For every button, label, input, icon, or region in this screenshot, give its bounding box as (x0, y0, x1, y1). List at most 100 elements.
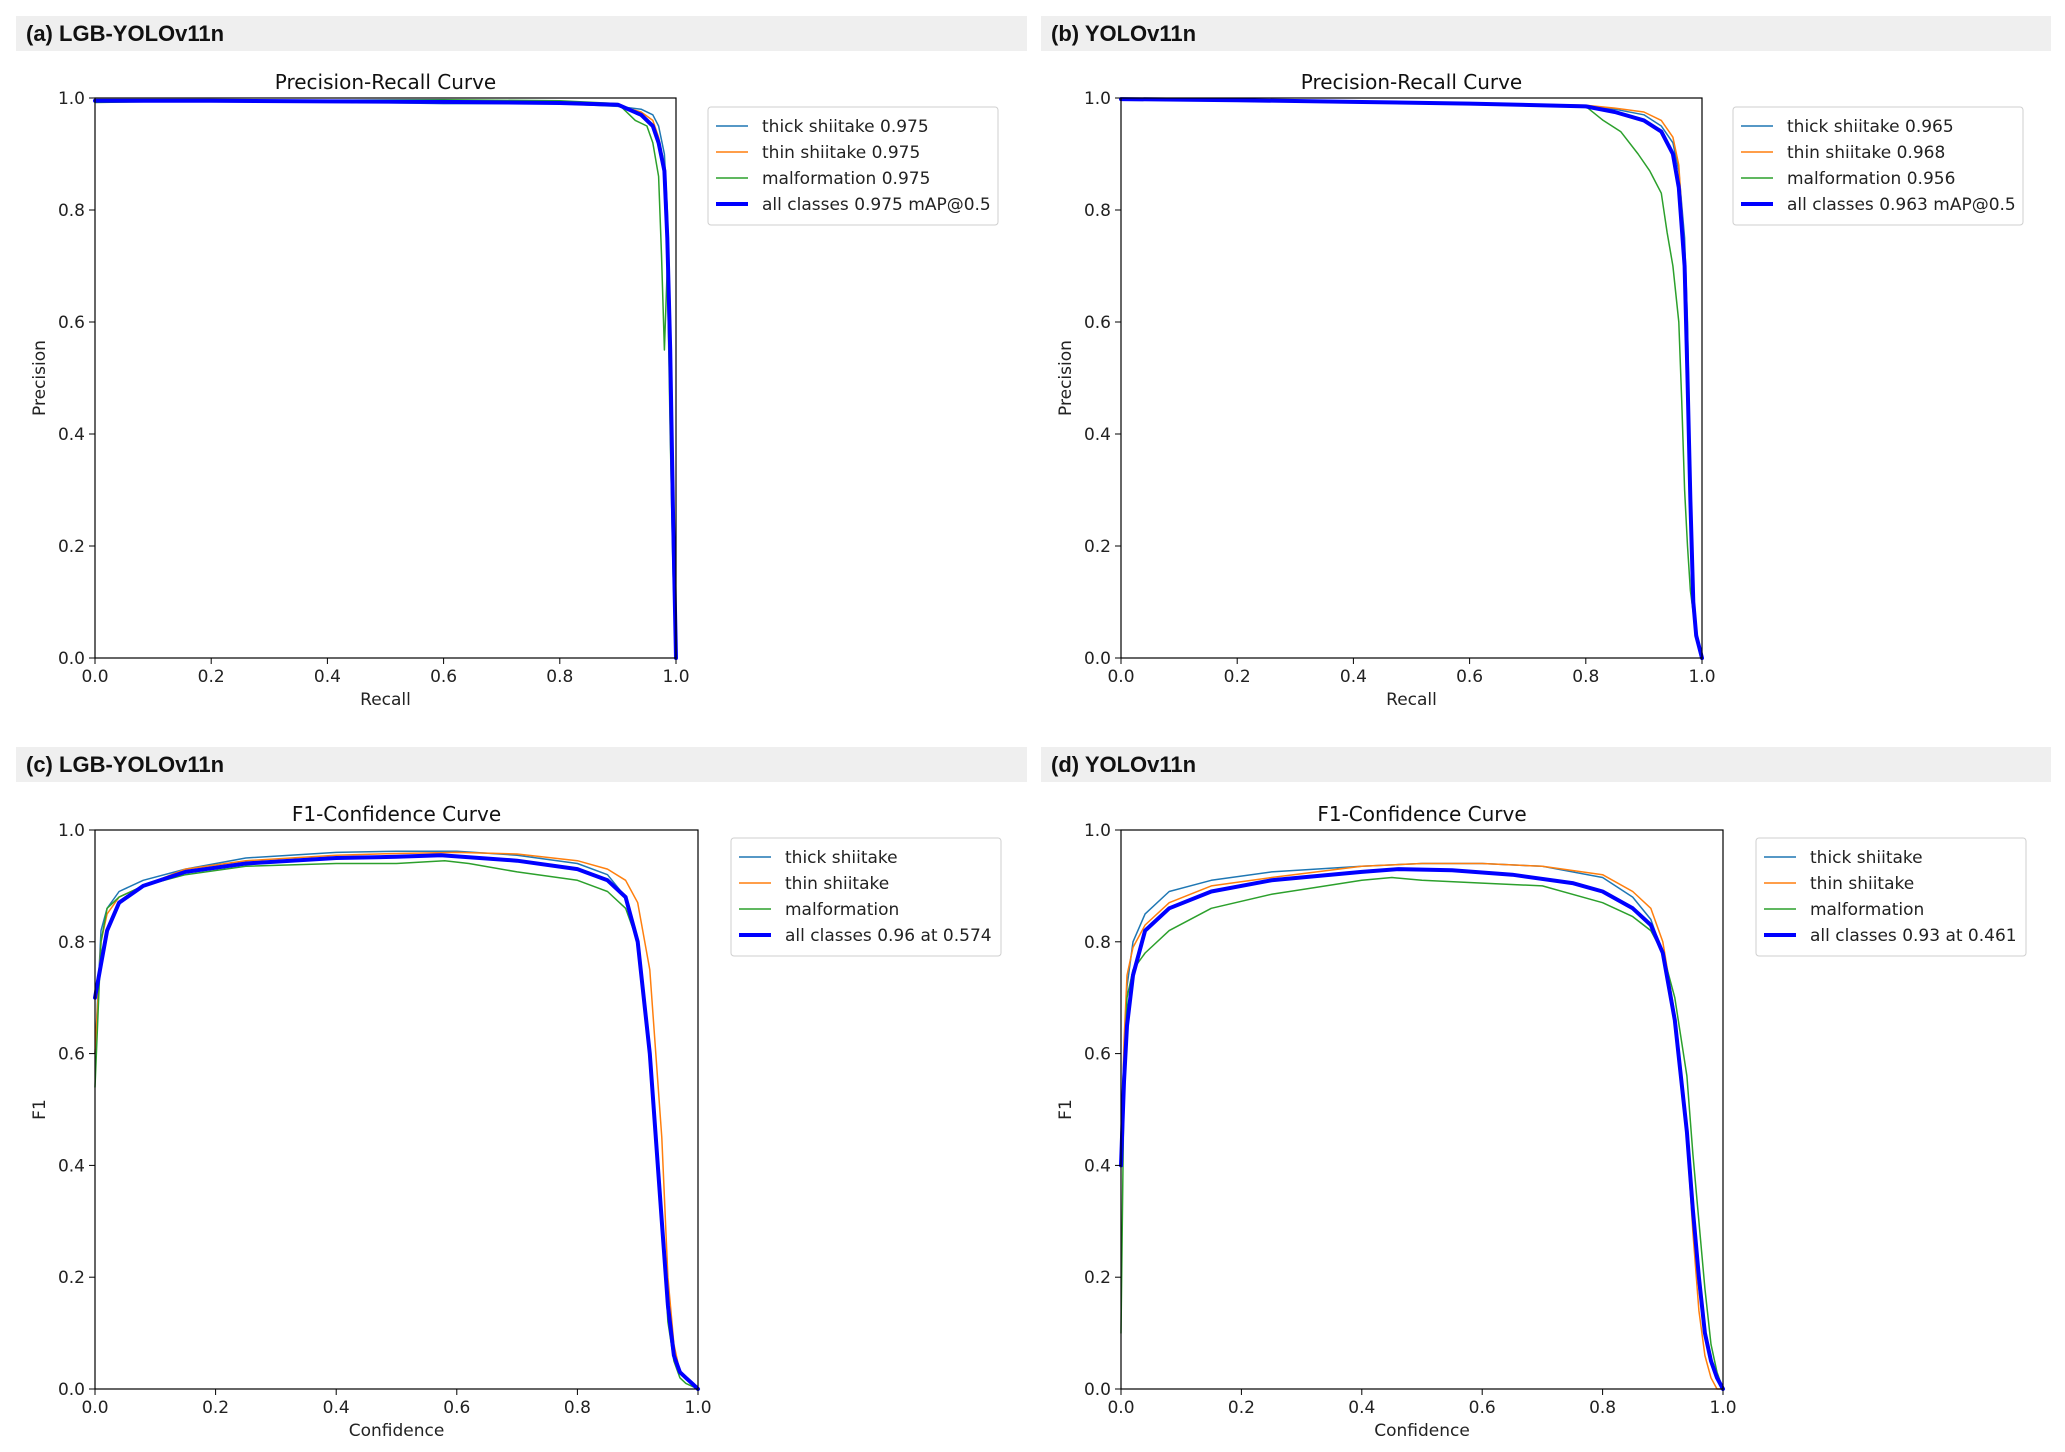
plot-frame (1120, 829, 1724, 1390)
chart-title: F1-Confidence Curve (292, 802, 501, 826)
panel-header-a: (a) LGB-YOLOv11n (16, 16, 1027, 51)
y-tick-label: 0.2 (58, 1268, 85, 1288)
chart-title: Precision-Recall Curve (1301, 70, 1522, 94)
series-line-3 (1119, 867, 1725, 1391)
y-tick-label: 0.4 (1084, 425, 1111, 445)
series-line-2 (1120, 98, 1703, 659)
x-tick-label: 1.0 (1688, 667, 1715, 687)
series-line-2 (94, 859, 699, 1390)
x-tick-label: 0.6 (1469, 1398, 1496, 1418)
x-tick-label: 0.6 (430, 667, 457, 687)
y-tick-label: 0.2 (58, 537, 85, 557)
y-tick-label: 0.2 (1084, 1268, 1111, 1288)
plot-frame (94, 97, 677, 659)
legend-entry: thick shiitake (785, 848, 898, 868)
x-tick-label: 0.0 (81, 1398, 108, 1418)
legend-entry: malformation 0.975 (762, 169, 930, 189)
chart-0: Precision-Recall Curve 0.0 0.2 0.4 0.6 0.8 1.0… (30, 70, 999, 710)
x-tick-label: 0.4 (323, 1398, 350, 1418)
x-axis-label: Confidence (349, 1421, 445, 1441)
legend-entry: malformation (1810, 900, 1924, 920)
y-tick-label: 0.6 (58, 1045, 85, 1065)
y-tick-label: 0.0 (58, 649, 85, 669)
y-axis-label: Precision (1056, 340, 1076, 416)
y-tick-label: 0.8 (1084, 933, 1111, 953)
y-axis-label: Precision (30, 340, 50, 416)
x-tick-label: 0.4 (1340, 667, 1367, 687)
series-line-1 (94, 98, 677, 659)
x-tick-label: 0.2 (202, 1398, 229, 1418)
chart-2: F1-Confidence Curve 0.0 0.2 0.4 0.6 0.8 1.0 0.0… (30, 802, 1002, 1441)
y-tick-label: 0.4 (1084, 1156, 1111, 1176)
legend-entry: all classes 0.975 mAP@0.5 (762, 195, 991, 215)
series-line-0 (94, 100, 677, 659)
plot-frame (1120, 97, 1703, 659)
series-line-1 (1120, 862, 1724, 1390)
x-tick-label: 0.8 (1589, 1398, 1616, 1418)
series-line-0 (1120, 98, 1703, 659)
legend-box (1732, 106, 2024, 226)
legend-entry: all classes 0.963 mAP@0.5 (1787, 195, 2016, 215)
chart-3: F1-Confidence Curve 0.0 0.2 0.4 0.6 0.8 1.0 0.0… (1056, 802, 2027, 1441)
panel-header-label: (a) LGB-YOLOv11n (26, 21, 225, 46)
plot-frame (94, 829, 699, 1390)
x-tick-label: 0.0 (1107, 1398, 1134, 1418)
x-axis-label: Confidence (1374, 1421, 1470, 1441)
legend-entry: thin shiitake 0.968 (1787, 143, 1945, 163)
legend-box (707, 106, 999, 226)
x-tick-label: 0.2 (198, 667, 225, 687)
panel-header-b: (b) YOLOv11n (1041, 16, 2051, 51)
y-tick-label: 0.6 (58, 313, 85, 333)
panel-header-label: (c) LGB-YOLOv11n (26, 752, 225, 777)
y-axis-label: F1 (1056, 1099, 1076, 1120)
y-tick-label: 0.4 (58, 1156, 85, 1176)
legend: thick shiitake 0.965 thin shiitake 0.968 m… (1732, 106, 2024, 226)
panel-header-label: (d) YOLOv11n (1051, 752, 1197, 777)
legend-entry: thin shiitake 0.975 (762, 143, 920, 163)
legend-box (730, 837, 1002, 957)
chart-1: Precision-Recall Curve 0.0 0.2 0.4 0.6 0.8 1.0… (1056, 70, 2024, 710)
y-axis-label: F1 (30, 1099, 50, 1120)
x-tick-label: 0.6 (1456, 667, 1483, 687)
x-tick-label: 1.0 (662, 667, 689, 687)
legend: thick shiitake thin shiitake malformation a… (730, 837, 1002, 957)
legend-entry: thin shiitake (785, 874, 889, 894)
series-line-3 (1119, 97, 1704, 660)
series-line-1 (1120, 98, 1703, 659)
y-tick-label: 0.8 (1084, 201, 1111, 221)
legend-entry: malformation (785, 900, 899, 920)
series-line-2 (94, 98, 677, 659)
chart-title: Precision-Recall Curve (275, 70, 496, 94)
y-tick-label: 0.0 (1084, 649, 1111, 669)
x-tick-label: 0.6 (443, 1398, 470, 1418)
y-tick-label: 1.0 (58, 821, 85, 841)
legend: thick shiitake 0.975 thin shiitake 0.975 m… (707, 106, 999, 226)
legend-entry: thick shiitake (1810, 848, 1923, 868)
legend-entry: thick shiitake 0.965 (1787, 117, 1954, 137)
legend: thick shiitake thin shiitake malformation a… (1755, 837, 2027, 957)
panel-header-c: (c) LGB-YOLOv11n (16, 747, 1027, 782)
series-line-2 (1120, 876, 1724, 1390)
y-tick-label: 0.8 (58, 933, 85, 953)
x-tick-label: 0.0 (1107, 667, 1134, 687)
x-tick-label: 0.4 (314, 667, 341, 687)
legend-entry: all classes 0.93 at 0.461 (1810, 926, 2017, 946)
x-tick-label: 1.0 (1709, 1398, 1736, 1418)
y-tick-label: 0.2 (1084, 537, 1111, 557)
y-tick-label: 0.0 (58, 1380, 85, 1400)
chart-title: F1-Confidence Curve (1317, 802, 1526, 826)
y-tick-label: 1.0 (1084, 821, 1111, 841)
series-line-3 (93, 98, 678, 660)
y-tick-label: 0.6 (1084, 313, 1111, 333)
y-tick-label: 0.4 (58, 425, 85, 445)
x-tick-label: 0.8 (546, 667, 573, 687)
x-tick-label: 0.0 (81, 667, 108, 687)
x-axis-label: Recall (1386, 690, 1437, 710)
x-tick-label: 0.8 (564, 1398, 591, 1418)
series-line-0 (1120, 862, 1724, 1390)
series-line-3 (93, 853, 700, 1391)
legend-box (1755, 837, 2027, 957)
legend-entry: all classes 0.96 at 0.574 (785, 926, 992, 946)
x-tick-label: 0.2 (1224, 667, 1251, 687)
x-tick-label: 0.4 (1348, 1398, 1375, 1418)
